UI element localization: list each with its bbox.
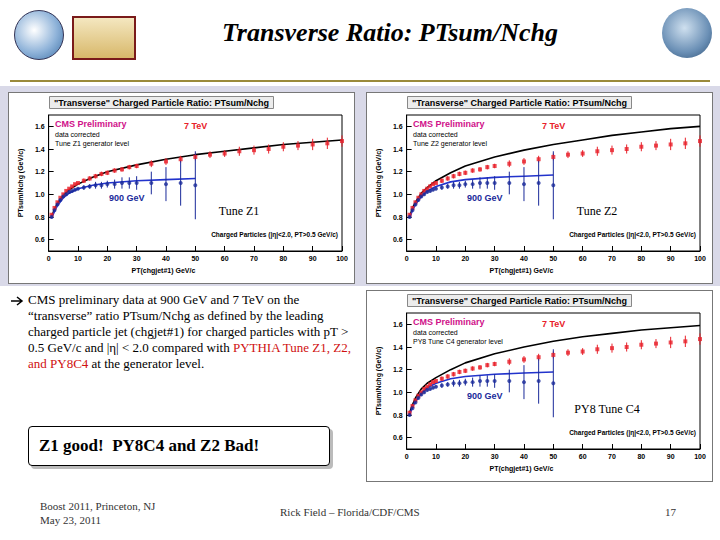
svg-text:30: 30 <box>491 255 499 262</box>
svg-text:0: 0 <box>47 255 51 262</box>
svg-text:60: 60 <box>579 255 587 262</box>
svg-text:PY8 Tune C4: PY8 Tune C4 <box>574 402 639 416</box>
svg-text:30: 30 <box>491 453 499 460</box>
svg-text:CMS Preliminary: CMS Preliminary <box>55 119 127 129</box>
svg-text:10: 10 <box>432 453 440 460</box>
html-text:17: 17 <box>665 506 676 518</box>
svg-text:1.6: 1.6 <box>35 123 45 130</box>
svg-text:PT(chgjet#1) GeV/c: PT(chgjet#1) GeV/c <box>132 267 196 275</box>
svg-text:70: 70 <box>608 453 616 460</box>
svg-text:PTsum/Nchg (GeV/c): PTsum/Nchg (GeV/c) <box>17 149 25 218</box>
svg-text:Tune Z2 generator level: Tune Z2 generator level <box>413 140 488 148</box>
svg-text:30: 30 <box>133 255 141 262</box>
svg-text:90: 90 <box>309 255 317 262</box>
svg-text:0.6: 0.6 <box>393 236 403 243</box>
html-text:Z1 good! PY8C4 and Z2 Bad!: Z1 good! PY8C4 and Z2 Bad! <box>39 436 260 455</box>
svg-text:50: 50 <box>549 453 557 460</box>
svg-text:0: 0 <box>405 453 409 460</box>
svg-text:20: 20 <box>461 453 469 460</box>
svg-text:0.6: 0.6 <box>393 434 403 441</box>
svg-text:60: 60 <box>579 453 587 460</box>
svg-text:100: 100 <box>694 255 706 262</box>
svg-text:20: 20 <box>461 255 469 262</box>
svg-text:900 GeV: 900 GeV <box>109 193 145 203</box>
svg-text:50: 50 <box>191 255 199 262</box>
svg-text:Charged Particles (|η|<2.0, PT: Charged Particles (|η|<2.0, PT>0.5 GeV/c… <box>569 231 696 239</box>
svg-text:data corrected: data corrected <box>413 329 458 336</box>
svg-text:PTsum/Nchg (GeV/c): PTsum/Nchg (GeV/c) <box>375 149 383 218</box>
svg-text:1.0: 1.0 <box>393 191 403 198</box>
svg-text:100: 100 <box>336 255 348 262</box>
svg-text:data corrected: data corrected <box>413 131 458 138</box>
svg-text:1.6: 1.6 <box>393 123 403 130</box>
svg-text:7 TeV: 7 TeV <box>542 319 565 329</box>
svg-text:0.8: 0.8 <box>393 412 403 419</box>
svg-text:80: 80 <box>637 255 645 262</box>
html-text:Rick Field – Florida/CDF/CMS: Rick Field – Florida/CDF/CMS <box>280 506 420 518</box>
svg-text:40: 40 <box>162 255 170 262</box>
svg-text:0.8: 0.8 <box>393 214 403 221</box>
svg-text:"Transverse" Charged Particle: "Transverse" Charged Particle Ratio: PTs… <box>412 296 627 306</box>
svg-text:Charged Particles (|η|<2.0, PT: Charged Particles (|η|<2.0, PT>0.5 GeV/c… <box>211 231 338 239</box>
svg-text:90: 90 <box>667 255 675 262</box>
svg-text:1.4: 1.4 <box>393 146 403 153</box>
svg-text:1.2: 1.2 <box>393 366 403 373</box>
svg-text:1.4: 1.4 <box>35 146 45 153</box>
html-text:Transverse Ratio: PTsum/Nchg: Transverse Ratio: PTsum/Nchg <box>221 18 558 47</box>
svg-text:900 GeV: 900 GeV <box>467 391 503 401</box>
svg-text:900 GeV: 900 GeV <box>467 193 503 203</box>
svg-text:0.6: 0.6 <box>35 236 45 243</box>
svg-text:70: 70 <box>608 255 616 262</box>
svg-text:Charged Particles (|η|<2.0, PT: Charged Particles (|η|<2.0, PT>0.5 GeV/c… <box>569 429 696 437</box>
svg-text:1.0: 1.0 <box>393 389 403 396</box>
svg-text:Tune Z1 generator level: Tune Z1 generator level <box>55 140 130 148</box>
svg-text:10: 10 <box>74 255 82 262</box>
svg-text:PT(chgjet#1) GeV/c: PT(chgjet#1) GeV/c <box>490 267 554 275</box>
svg-text:PT(chgjet#1) GeV/c: PT(chgjet#1) GeV/c <box>490 465 554 473</box>
svg-text:0.8: 0.8 <box>35 214 45 221</box>
svg-text:1.4: 1.4 <box>393 344 403 351</box>
svg-text:40: 40 <box>520 255 528 262</box>
svg-text:40: 40 <box>520 453 528 460</box>
svg-text:7 TeV: 7 TeV <box>542 121 565 131</box>
svg-text:80: 80 <box>279 255 287 262</box>
svg-text:0: 0 <box>405 255 409 262</box>
svg-text:1.2: 1.2 <box>393 168 403 175</box>
svg-text:90: 90 <box>667 453 675 460</box>
svg-text:PY8 Tune C4 generator level: PY8 Tune C4 generator level <box>413 338 503 346</box>
html-text:Boost 2011, Princeton, NJ: Boost 2011, Princeton, NJ <box>40 500 156 512</box>
svg-text:60: 60 <box>221 255 229 262</box>
svg-text:Tune Z2: Tune Z2 <box>577 204 618 218</box>
svg-text:data corrected: data corrected <box>55 131 100 138</box>
html-text:CMS preliminary data at 900 Ge: CMS preliminary data at 900 GeV and 7 Te… <box>28 292 351 371</box>
svg-text:1.6: 1.6 <box>393 321 403 328</box>
svg-text:CMS Preliminary: CMS Preliminary <box>413 317 485 327</box>
svg-text:100: 100 <box>694 453 706 460</box>
svg-text:10: 10 <box>432 255 440 262</box>
svg-text:PTsum/Nchg (GeV/c): PTsum/Nchg (GeV/c) <box>375 347 383 416</box>
html-text:May 23, 2011: May 23, 2011 <box>40 514 101 526</box>
svg-text:1.0: 1.0 <box>35 191 45 198</box>
svg-text:"Transverse" Charged Particle: "Transverse" Charged Particle Ratio: PTs… <box>412 98 627 108</box>
svg-text:70: 70 <box>250 255 258 262</box>
svg-text:20: 20 <box>103 255 111 262</box>
svg-text:7 TeV: 7 TeV <box>184 121 207 131</box>
svg-text:Tune Z1: Tune Z1 <box>219 204 260 218</box>
svg-text:1.2: 1.2 <box>35 168 45 175</box>
svg-text:50: 50 <box>549 255 557 262</box>
svg-text:"Transverse" Charged Particle: "Transverse" Charged Particle Ratio: PTs… <box>54 98 269 108</box>
svg-text:CMS Preliminary: CMS Preliminary <box>413 119 485 129</box>
svg-text:80: 80 <box>637 453 645 460</box>
